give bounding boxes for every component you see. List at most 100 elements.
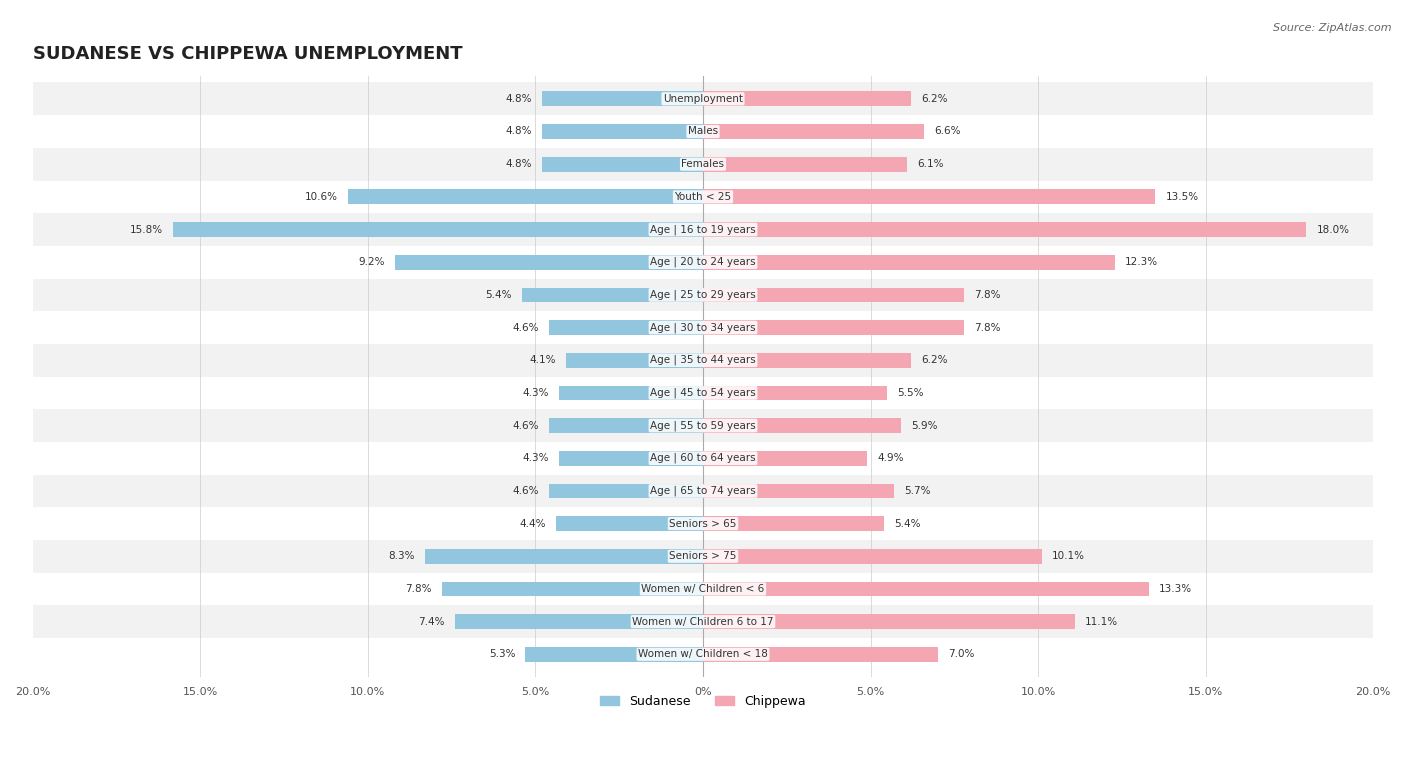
Bar (703, 418, 901, 433)
Text: 8.3%: 8.3% (388, 551, 415, 561)
Bar (32, 83, 1374, 115)
Bar (32, 311, 1374, 344)
Text: 6.2%: 6.2% (921, 94, 948, 104)
Bar (703, 451, 868, 466)
Bar (703, 647, 938, 662)
Text: 7.8%: 7.8% (974, 322, 1001, 332)
Text: Age | 25 to 29 years: Age | 25 to 29 years (650, 290, 756, 300)
Text: 6.1%: 6.1% (918, 159, 943, 169)
Bar (32, 606, 1374, 638)
Bar (703, 581, 1149, 597)
Text: 9.2%: 9.2% (359, 257, 385, 267)
Text: Age | 55 to 59 years: Age | 55 to 59 years (650, 420, 756, 431)
Text: Females: Females (682, 159, 724, 169)
Bar (32, 475, 1374, 507)
Bar (32, 572, 1374, 606)
Text: 7.8%: 7.8% (974, 290, 1001, 300)
Bar (32, 507, 1374, 540)
Text: 5.4%: 5.4% (894, 519, 921, 528)
Text: Source: ZipAtlas.com: Source: ZipAtlas.com (1274, 23, 1392, 33)
Text: 13.3%: 13.3% (1159, 584, 1192, 594)
Bar (543, 157, 703, 172)
Text: 4.9%: 4.9% (877, 453, 904, 463)
Text: 4.4%: 4.4% (519, 519, 546, 528)
Text: 4.8%: 4.8% (506, 126, 531, 136)
Bar (32, 115, 1374, 148)
Bar (703, 157, 907, 172)
Text: 7.0%: 7.0% (948, 650, 974, 659)
Text: Age | 30 to 34 years: Age | 30 to 34 years (650, 322, 756, 333)
Text: 5.9%: 5.9% (911, 421, 938, 431)
Bar (703, 189, 1156, 204)
Bar (703, 92, 911, 106)
Bar (425, 549, 703, 564)
Text: Age | 16 to 19 years: Age | 16 to 19 years (650, 224, 756, 235)
Bar (32, 638, 1374, 671)
Text: 6.2%: 6.2% (921, 355, 948, 365)
Text: Age | 35 to 44 years: Age | 35 to 44 years (650, 355, 756, 366)
Bar (32, 148, 1374, 180)
Bar (522, 288, 703, 302)
Text: Seniors > 65: Seniors > 65 (669, 519, 737, 528)
Bar (548, 418, 703, 433)
Bar (32, 442, 1374, 475)
Text: Women w/ Children 6 to 17: Women w/ Children 6 to 17 (633, 617, 773, 627)
Bar (32, 344, 1374, 376)
Bar (543, 92, 703, 106)
Text: 4.6%: 4.6% (512, 322, 538, 332)
Text: Youth < 25: Youth < 25 (675, 192, 731, 202)
Text: 4.1%: 4.1% (529, 355, 555, 365)
Bar (32, 246, 1374, 279)
Text: Males: Males (688, 126, 718, 136)
Text: Age | 65 to 74 years: Age | 65 to 74 years (650, 486, 756, 496)
Bar (32, 279, 1374, 311)
Bar (703, 222, 1306, 237)
Bar (548, 320, 703, 335)
Text: 4.6%: 4.6% (512, 421, 538, 431)
Bar (526, 647, 703, 662)
Bar (173, 222, 703, 237)
Text: Seniors > 75: Seniors > 75 (669, 551, 737, 561)
Text: SUDANESE VS CHIPPEWA UNEMPLOYMENT: SUDANESE VS CHIPPEWA UNEMPLOYMENT (32, 45, 463, 64)
Text: Women w/ Children < 6: Women w/ Children < 6 (641, 584, 765, 594)
Text: 4.3%: 4.3% (522, 388, 548, 398)
Text: 7.4%: 7.4% (419, 617, 444, 627)
Text: 4.3%: 4.3% (522, 453, 548, 463)
Bar (548, 484, 703, 498)
Text: 4.8%: 4.8% (506, 159, 531, 169)
Text: Age | 20 to 24 years: Age | 20 to 24 years (650, 257, 756, 267)
Text: 18.0%: 18.0% (1316, 225, 1350, 235)
Bar (703, 124, 924, 139)
Text: 6.6%: 6.6% (934, 126, 960, 136)
Text: 5.4%: 5.4% (485, 290, 512, 300)
Bar (347, 189, 703, 204)
Bar (703, 320, 965, 335)
Text: 11.1%: 11.1% (1085, 617, 1118, 627)
Text: 4.8%: 4.8% (506, 94, 531, 104)
Bar (395, 255, 703, 269)
Bar (703, 255, 1115, 269)
Text: 10.1%: 10.1% (1052, 551, 1084, 561)
Text: 5.5%: 5.5% (897, 388, 924, 398)
Bar (565, 353, 703, 368)
Bar (558, 451, 703, 466)
Bar (703, 385, 887, 400)
Text: Age | 60 to 64 years: Age | 60 to 64 years (650, 453, 756, 463)
Bar (703, 549, 1042, 564)
Bar (32, 410, 1374, 442)
Bar (558, 385, 703, 400)
Bar (32, 540, 1374, 572)
Text: 13.5%: 13.5% (1166, 192, 1199, 202)
Text: 7.8%: 7.8% (405, 584, 432, 594)
Text: 10.6%: 10.6% (305, 192, 337, 202)
Bar (703, 614, 1076, 629)
Text: Women w/ Children < 18: Women w/ Children < 18 (638, 650, 768, 659)
Text: Unemployment: Unemployment (664, 94, 742, 104)
Text: 5.3%: 5.3% (489, 650, 516, 659)
Bar (32, 376, 1374, 410)
Bar (441, 581, 703, 597)
Bar (456, 614, 703, 629)
Bar (703, 484, 894, 498)
Text: 12.3%: 12.3% (1125, 257, 1159, 267)
Bar (32, 213, 1374, 246)
